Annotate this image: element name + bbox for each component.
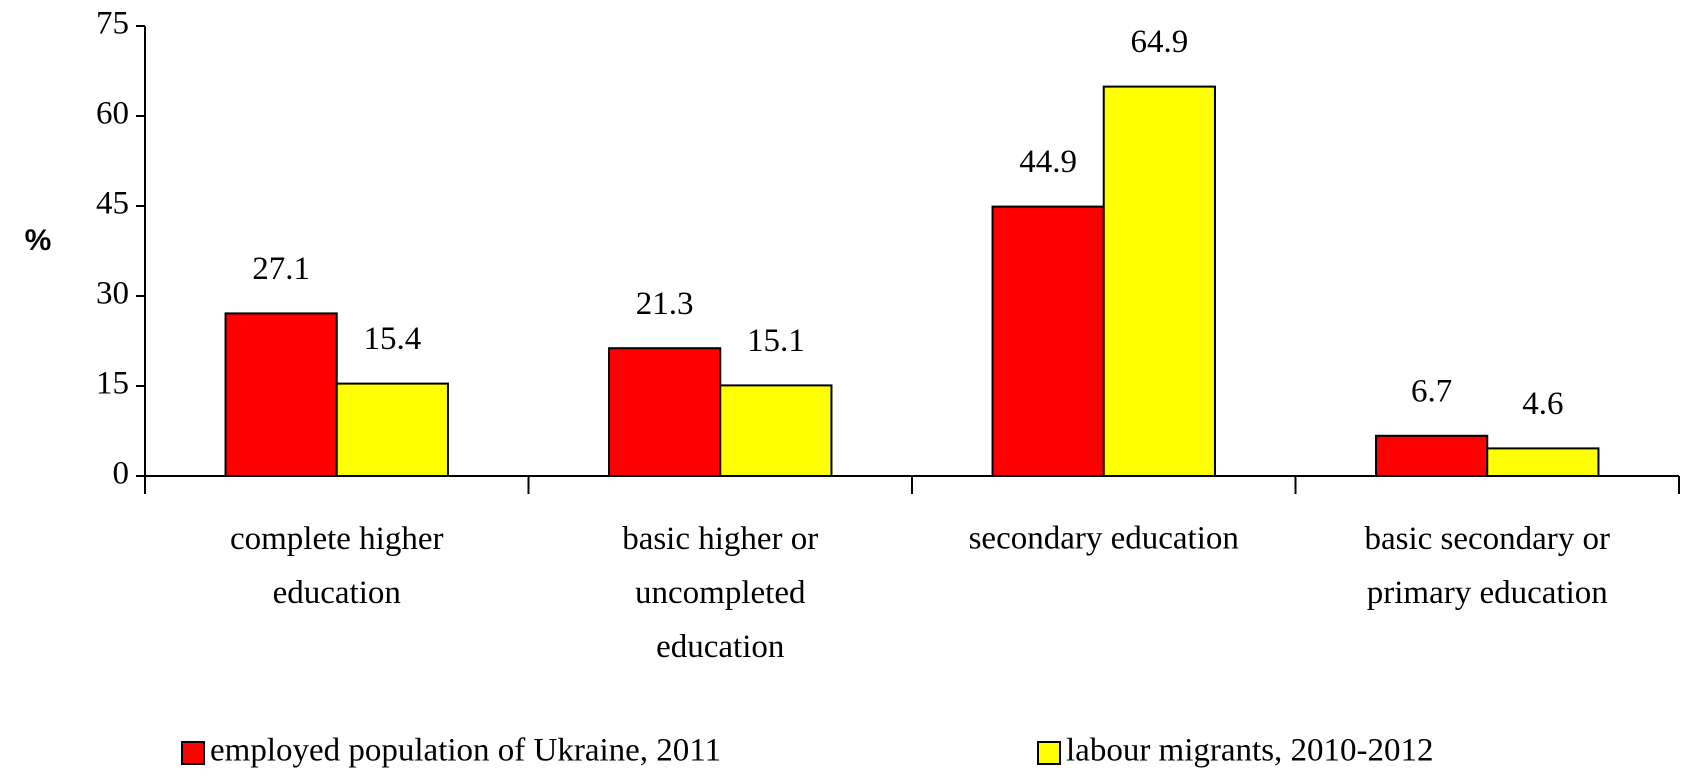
data-label: 21.3 <box>636 286 694 322</box>
y-tick-label: 0 <box>113 456 130 492</box>
legend-swatch <box>181 741 205 765</box>
y-tick-label: 75 <box>96 6 129 42</box>
bar <box>1486 447 1600 477</box>
y-axis-label: % <box>25 224 52 257</box>
data-label: 4.6 <box>1522 386 1563 422</box>
legend-label: employed population of Ukraine, 2011 <box>210 733 721 769</box>
legend-label: labour migrants, 2010-2012 <box>1066 733 1434 769</box>
bar <box>608 347 722 478</box>
y-tick-label: 30 <box>96 276 129 312</box>
bar <box>224 312 338 477</box>
y-tick-label: 15 <box>96 366 129 402</box>
data-label: 44.9 <box>1019 144 1077 180</box>
y-tick-label: 60 <box>96 96 129 132</box>
data-label: 6.7 <box>1411 373 1452 409</box>
bar <box>1102 85 1216 477</box>
bar <box>335 382 449 478</box>
x-tick-label: basic secondary or primary education <box>1364 521 1610 611</box>
bar <box>991 205 1105 477</box>
bar <box>1375 434 1489 477</box>
x-tick-label: basic higher or uncompleted education <box>622 521 818 665</box>
legend-swatch <box>1037 741 1061 765</box>
x-tick-label: complete higher education <box>230 521 444 611</box>
data-label: 15.4 <box>363 321 421 357</box>
data-label: 27.1 <box>252 251 310 287</box>
x-tick-label: secondary education <box>969 521 1239 557</box>
bar <box>719 384 833 477</box>
data-label: 15.1 <box>747 323 805 359</box>
y-tick-label: 45 <box>96 186 129 222</box>
data-label: 64.9 <box>1130 24 1188 60</box>
